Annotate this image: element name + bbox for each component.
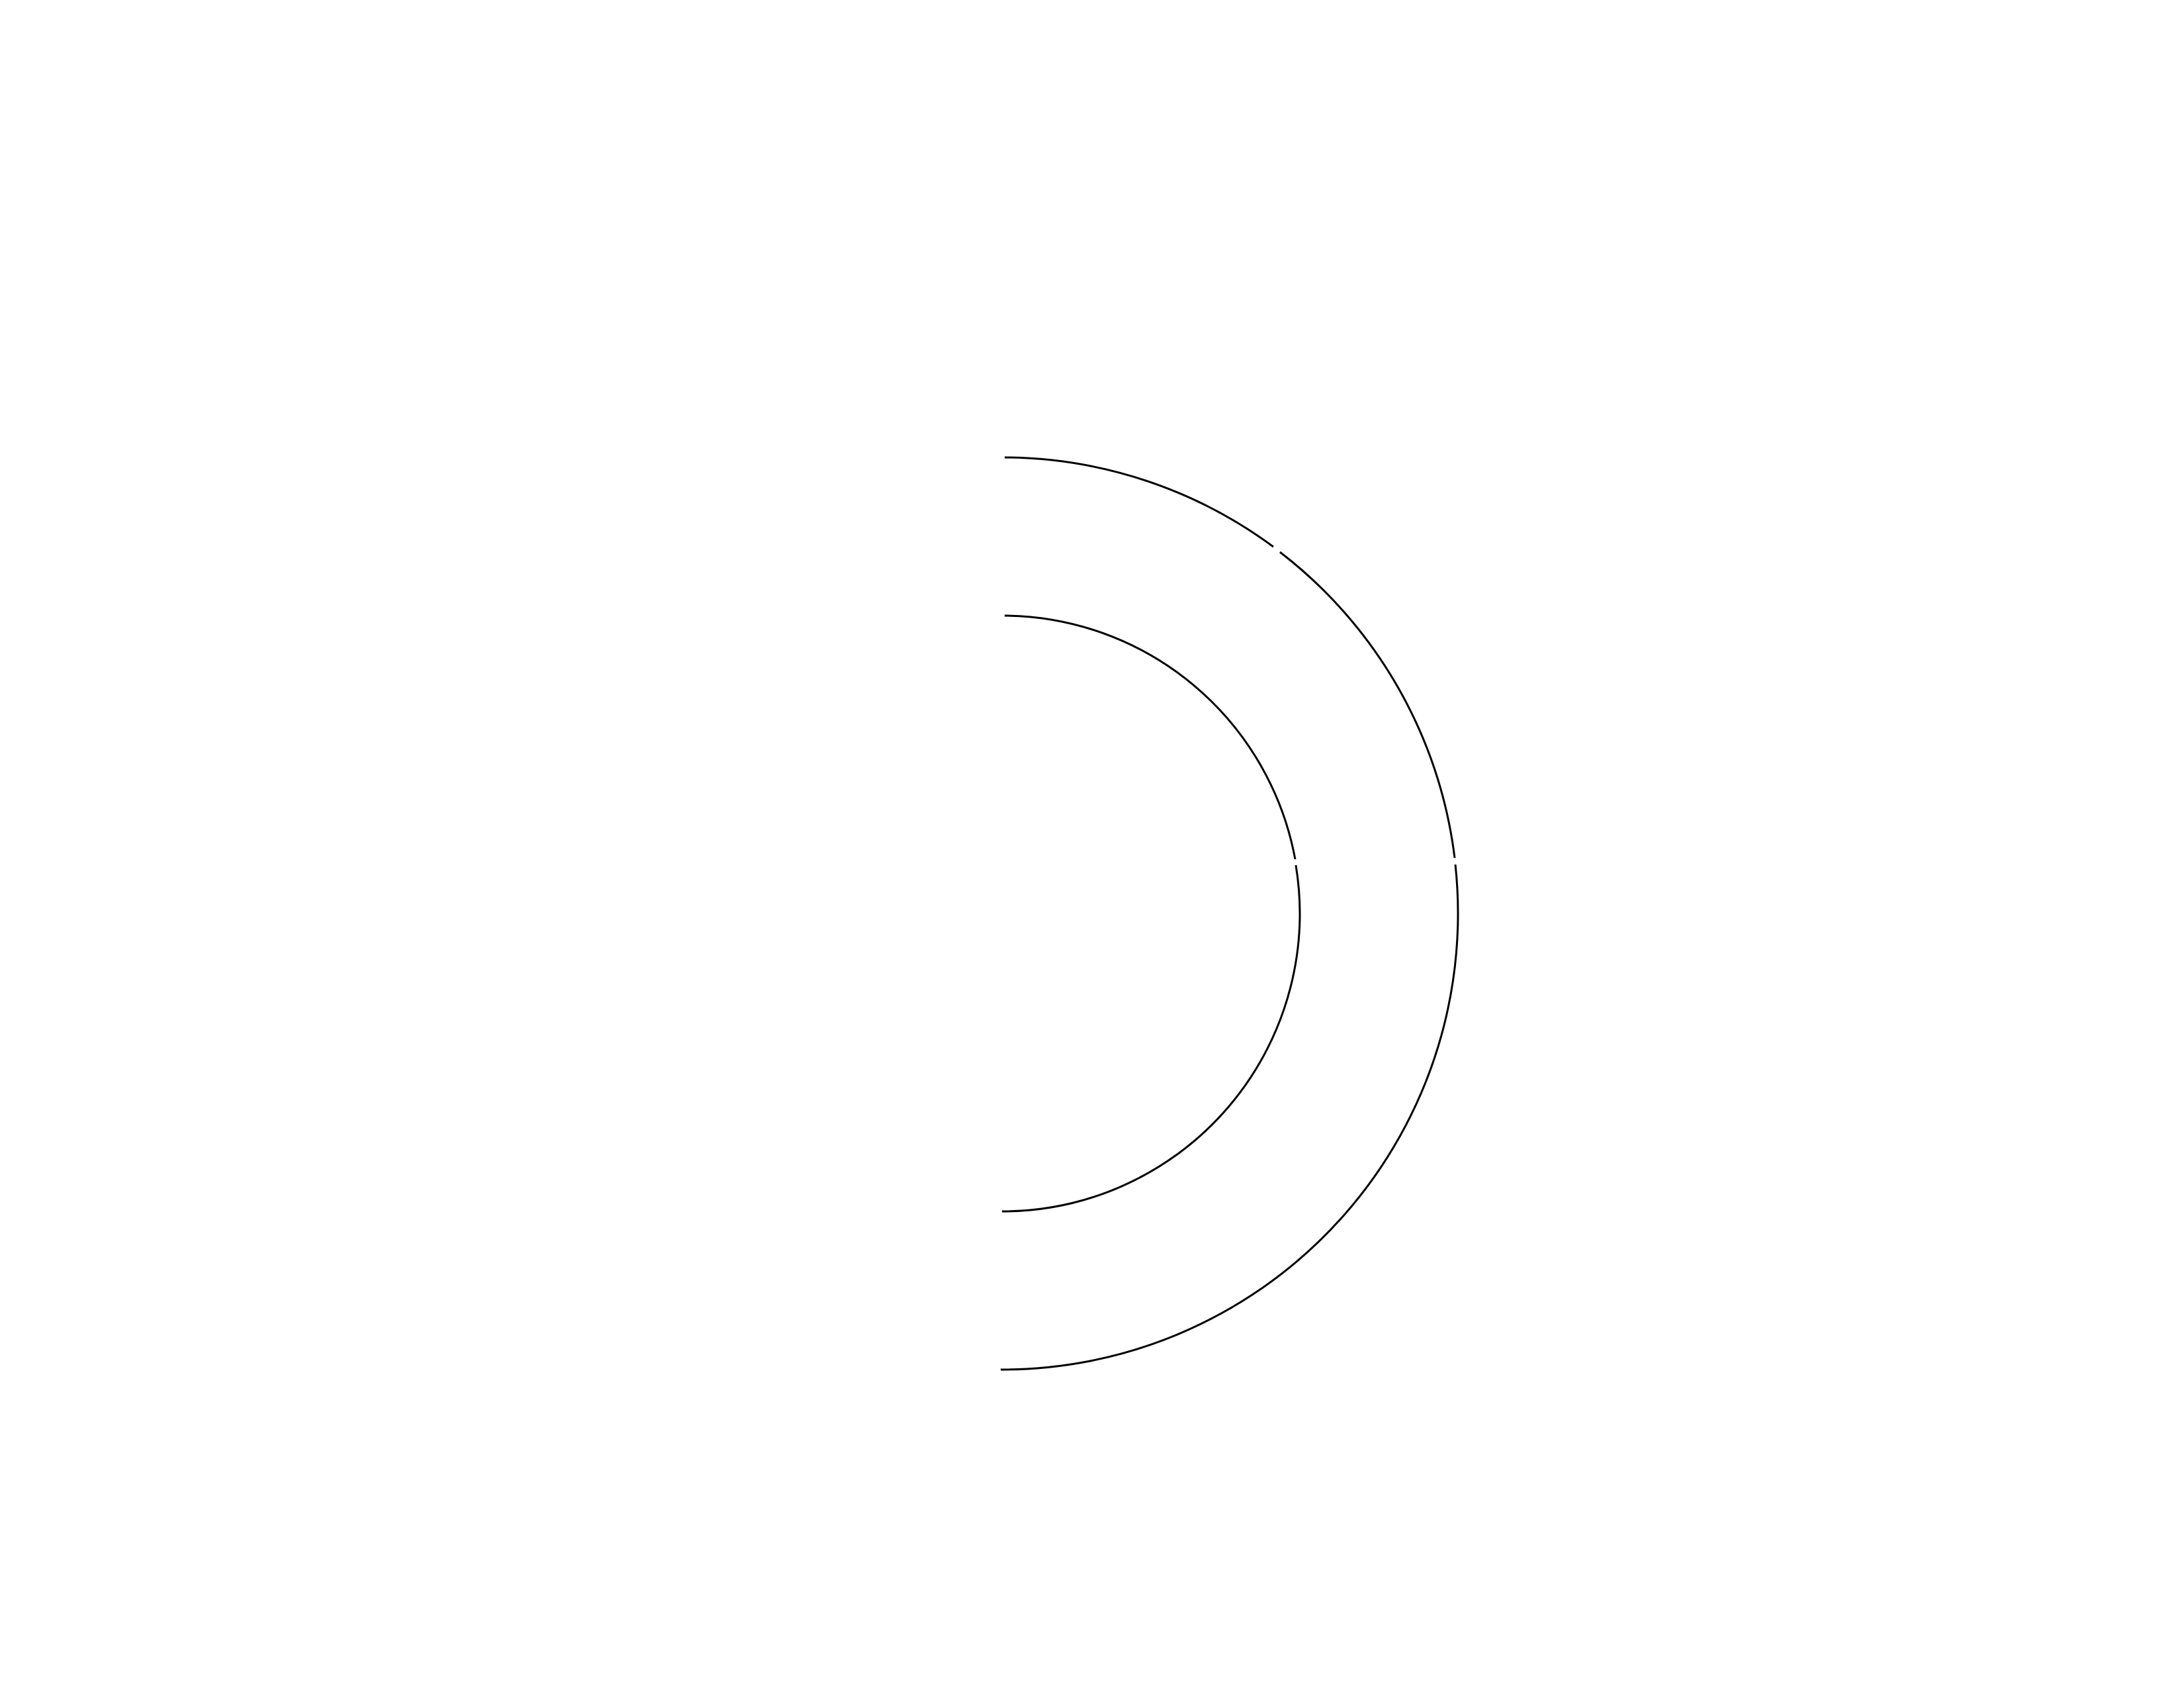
- inner-arc-segment-lower: [1001, 865, 1301, 1213]
- outer-arc-segment-top: [1004, 456, 1274, 548]
- outer-arc: [1000, 456, 1459, 1371]
- outer-arc-segment-upper-right: [1279, 551, 1456, 859]
- inner-arc-segment-upper: [1004, 614, 1297, 860]
- outer-arc-segment-lower: [1000, 864, 1459, 1371]
- inner-arc: [1001, 614, 1301, 1213]
